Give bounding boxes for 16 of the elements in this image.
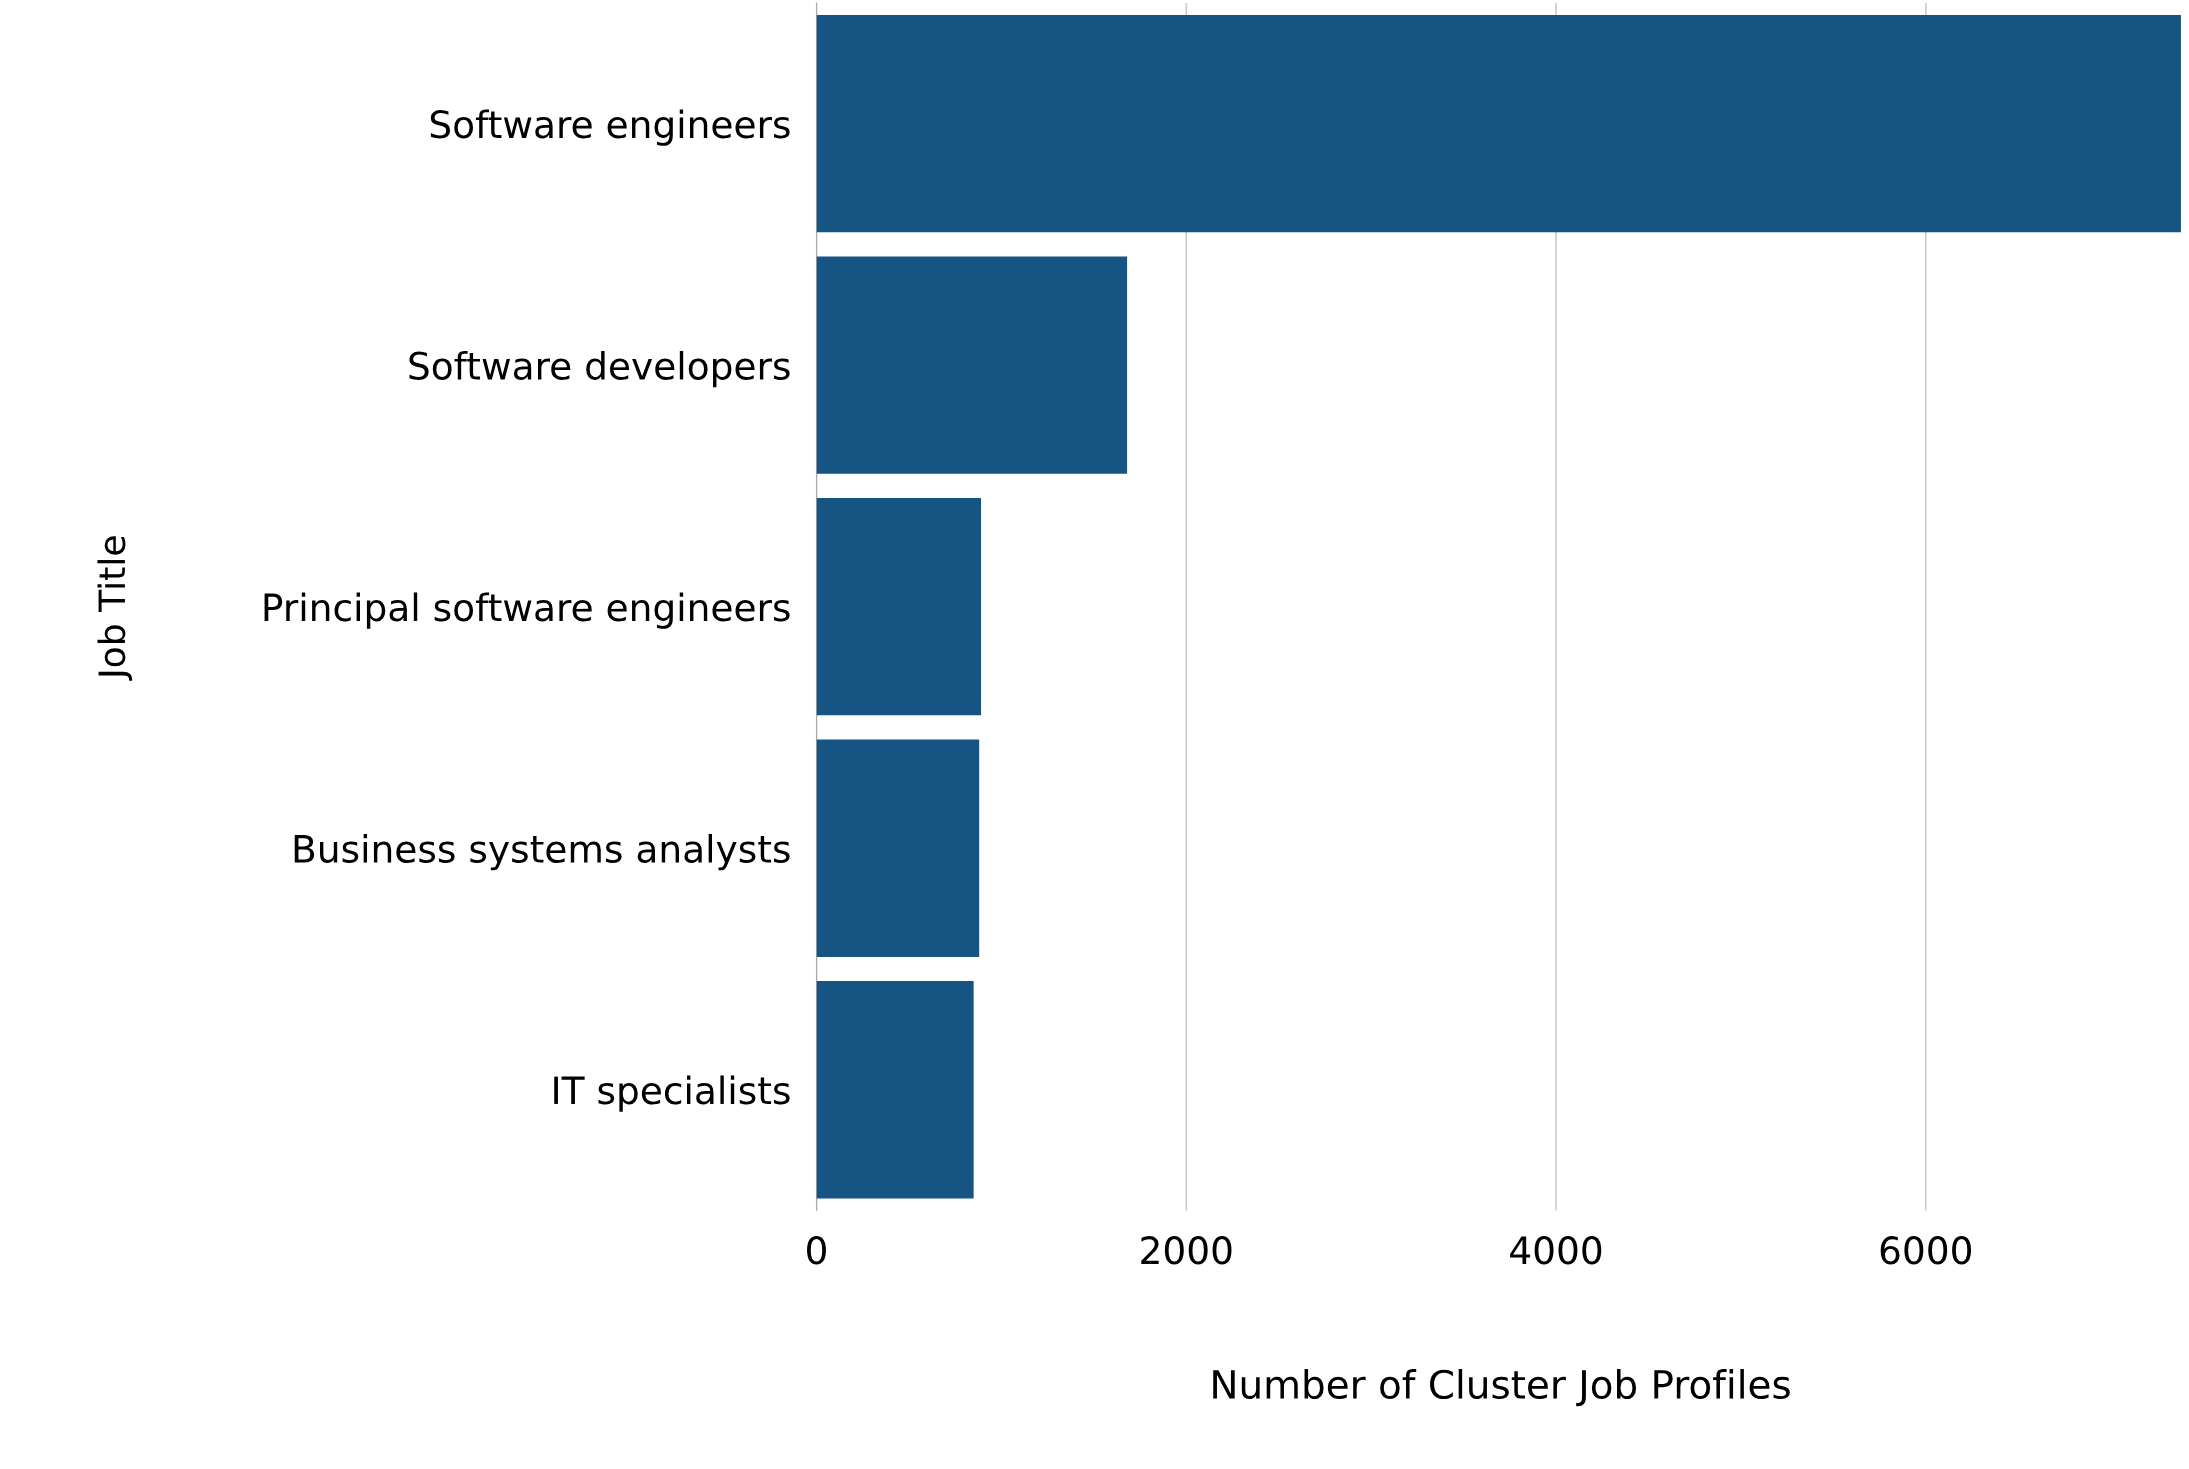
bar [816,739,980,957]
x-tick-label: 0 [807,1236,826,1265]
y-tick-label: Software developers [409,350,790,388]
y-tick-label: Principal software engineers [264,592,790,629]
bar [816,15,2181,233]
y-tick-label: Business systems analysts [294,833,790,871]
y-tick-label: Software engineers [430,109,790,146]
x-tick-label: 6000 [1880,1236,1972,1265]
bar [816,981,974,1199]
bar [816,498,982,716]
y-axis-title: Job Title [97,536,133,681]
y-tick-label: IT specialists [554,1075,790,1112]
x-axis-title: Number of Cluster Job Profiles [1213,1368,1790,1407]
x-tick-label: 4000 [1510,1236,1602,1265]
x-tick-label: 2000 [1141,1236,1232,1265]
bar [816,256,1128,474]
